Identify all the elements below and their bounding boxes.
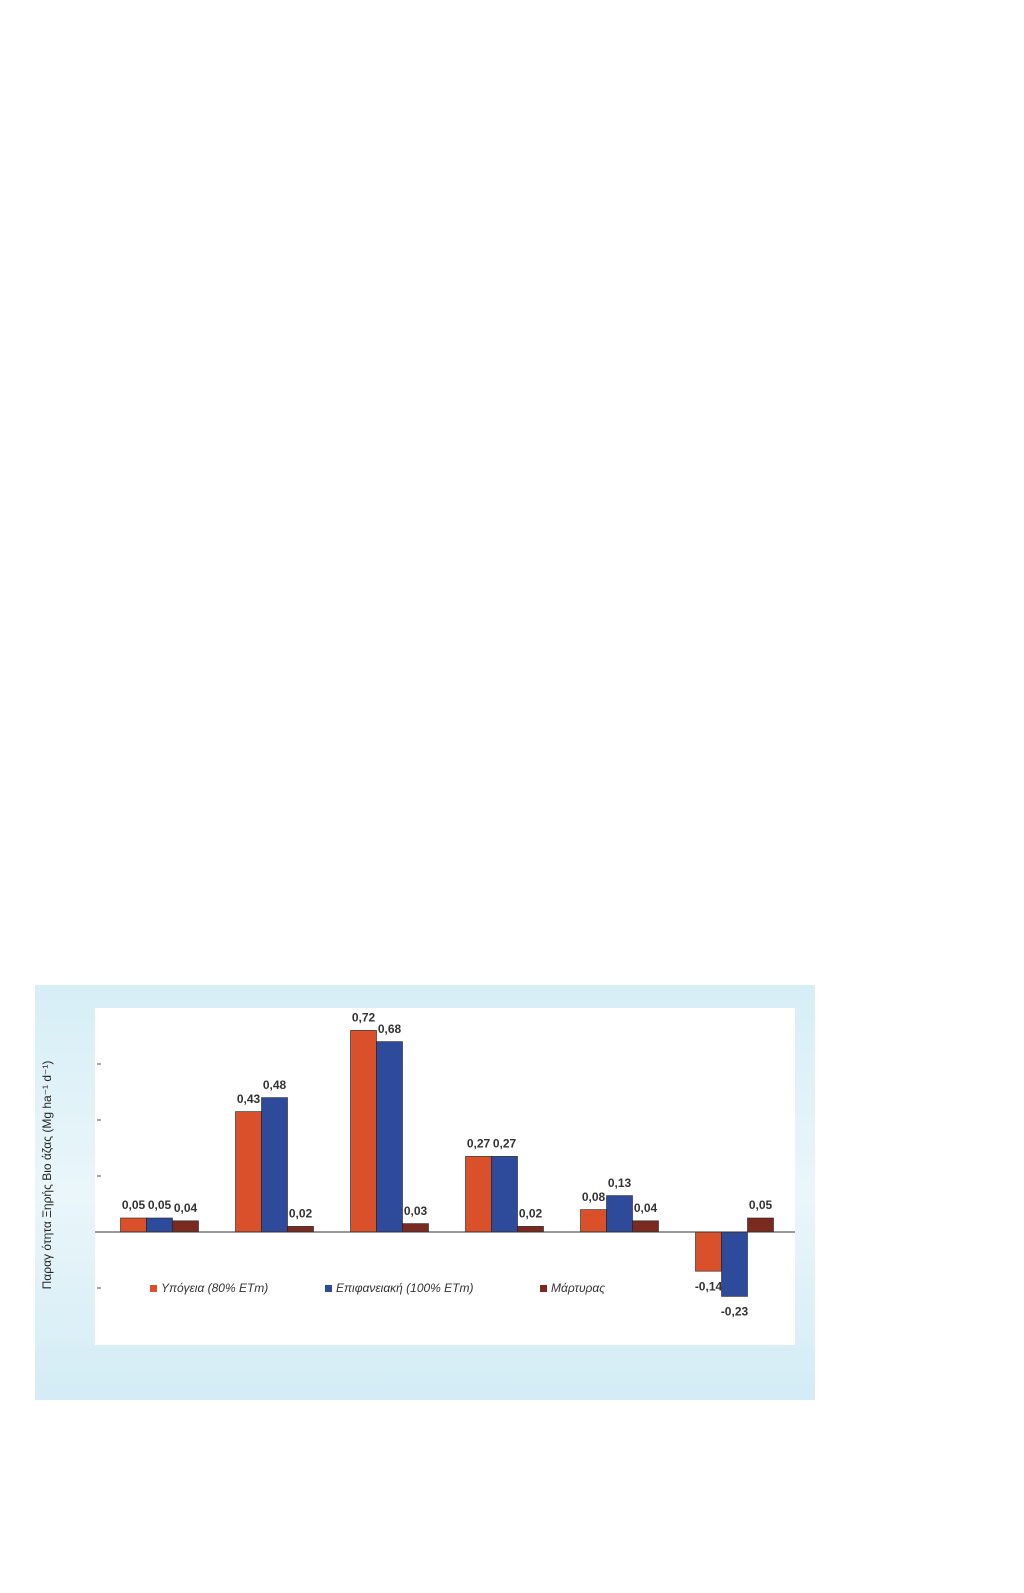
value-label: 0,05 [148, 1198, 172, 1212]
bar [465, 1156, 492, 1233]
bar [580, 1209, 607, 1233]
bar [402, 1223, 429, 1233]
bar [120, 1217, 147, 1233]
bar [172, 1220, 199, 1233]
value-label: 0,03 [404, 1204, 428, 1218]
bar [632, 1220, 659, 1233]
plot-area [95, 1008, 795, 1345]
value-label: 0,02 [289, 1207, 313, 1221]
value-label: 0,05 [122, 1198, 146, 1212]
y-axis-label: Παραγ ότητα Ξηρής Βιο άζας (Mg ha⁻¹ d⁻¹) [40, 1061, 54, 1290]
value-label: 0,05 [749, 1198, 773, 1212]
legend-label: Μάρτυρας [551, 1281, 605, 1295]
bar [695, 1231, 722, 1272]
bar [235, 1111, 262, 1233]
value-label: 0,04 [174, 1201, 198, 1215]
bar [146, 1217, 173, 1233]
value-label: -0,23 [721, 1305, 749, 1319]
value-label: 0,68 [378, 1022, 402, 1036]
legend-swatch [150, 1285, 157, 1292]
value-label: 0,27 [467, 1137, 491, 1151]
bar [517, 1226, 544, 1233]
legend-label: Επιφανειακή (100% ETm) [336, 1281, 474, 1295]
bar [376, 1041, 403, 1233]
legend-swatch [325, 1285, 332, 1292]
bar [606, 1195, 633, 1233]
bar [491, 1156, 518, 1233]
value-label: 0,48 [263, 1078, 287, 1092]
legend-swatch [540, 1285, 547, 1292]
value-label: -0,14 [695, 1279, 723, 1293]
value-label: 0,43 [237, 1092, 261, 1106]
bar [747, 1217, 774, 1233]
legend-label: Υπόγεια (80% ETm) [161, 1281, 268, 1295]
bar [287, 1226, 314, 1233]
bar [261, 1097, 288, 1233]
value-label: 0,04 [634, 1201, 658, 1215]
value-label: 0,02 [519, 1207, 543, 1221]
value-label: 0,27 [493, 1137, 517, 1151]
value-label: 0,08 [582, 1190, 606, 1204]
value-label: 0,13 [608, 1176, 632, 1190]
bar [721, 1231, 748, 1297]
bar [350, 1030, 377, 1233]
value-label: 0,72 [352, 1011, 376, 1025]
